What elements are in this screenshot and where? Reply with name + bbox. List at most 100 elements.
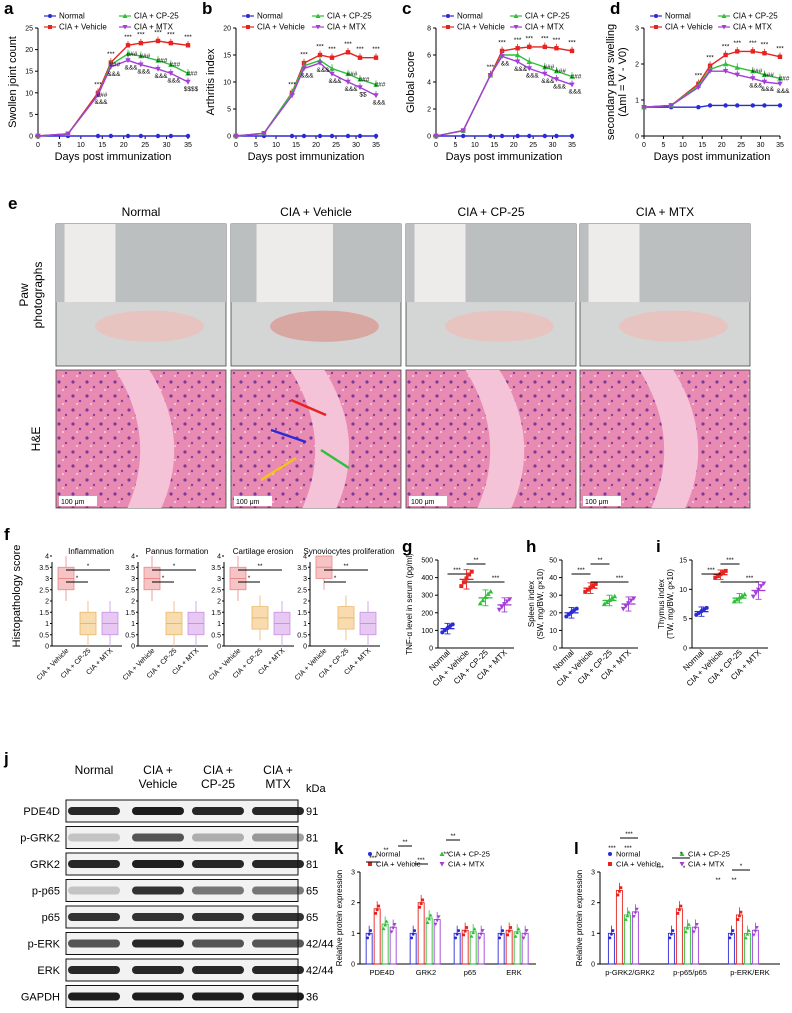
y-tick-label: 0 xyxy=(591,962,595,969)
sig-mark: * xyxy=(683,865,686,872)
data-point xyxy=(499,54,505,60)
blot-kda-label: 81 xyxy=(306,859,318,871)
data-point xyxy=(777,75,783,81)
legend-marker xyxy=(246,14,250,18)
data-point xyxy=(125,43,131,48)
data-point xyxy=(168,133,174,139)
data-point xyxy=(591,583,596,588)
data-point xyxy=(233,133,239,139)
x-category-label: PDE4D xyxy=(369,968,395,977)
y-axis-label: Global score xyxy=(405,51,417,113)
data-point xyxy=(457,929,461,932)
data-point xyxy=(707,103,713,108)
blot-protein-label: GAPDH xyxy=(21,992,60,1004)
x-tick-label: 30 xyxy=(757,142,765,149)
x-tick-label: 0 xyxy=(36,142,40,149)
sig-mark-amp: &&& xyxy=(372,100,386,107)
y-tick-label: 4 xyxy=(45,554,49,561)
data-point xyxy=(755,926,759,930)
y-tick-label: 0.5 xyxy=(211,632,221,639)
y-axis-label: secondary paw swelling xyxy=(605,24,617,140)
blot-row: p-GRK2 81 xyxy=(20,826,318,849)
panel-letter: e xyxy=(8,194,17,213)
data-point xyxy=(463,929,467,933)
data-point xyxy=(723,103,728,108)
sig-mark-amp: &&& xyxy=(107,71,121,78)
panel-e: e Normal 100 μm CIA + Vehicle 100 μm CIA + CP… xyxy=(8,194,751,509)
data-point xyxy=(125,51,131,57)
data-point xyxy=(472,927,477,931)
y-tick-label: 6 xyxy=(427,53,431,60)
data-point xyxy=(515,46,520,51)
sig-mark: *** xyxy=(608,845,616,852)
sig-mark: *** xyxy=(726,557,734,564)
y-tick-label: 0.5 xyxy=(39,632,49,639)
data-point xyxy=(619,886,623,890)
x-category-label: p65 xyxy=(464,968,477,977)
x-tick-label: 30 xyxy=(163,142,171,149)
data-point xyxy=(507,929,511,933)
sig-mark-amp: &&& xyxy=(167,77,181,84)
data-point xyxy=(373,93,379,99)
y-tick-label: 10 xyxy=(679,587,687,594)
blot-band xyxy=(68,807,120,815)
legend-label: CIA + CP-25 xyxy=(525,12,570,21)
y-tick-label: 3 xyxy=(217,576,221,583)
legend-label: Normal xyxy=(376,850,401,859)
data-point xyxy=(735,49,740,54)
data-point xyxy=(427,917,432,921)
blot-column-header: Normal xyxy=(75,763,114,777)
x-tick-label: 0 xyxy=(234,142,238,149)
legend-marker xyxy=(315,13,321,18)
y-tick-label: 1.5 xyxy=(297,610,307,617)
data-point xyxy=(289,93,295,99)
bar xyxy=(389,926,397,965)
panel-b: b 0 5 10 15 20 25 30 35 0 5 10 15 20 Days post immuniz… xyxy=(202,0,386,163)
data-point xyxy=(723,568,728,573)
data-point xyxy=(95,133,101,139)
data-point xyxy=(373,133,379,139)
blot-row: ERK 42/44 xyxy=(37,958,334,982)
data-point xyxy=(734,72,740,78)
sig-mark-amp: &&& xyxy=(568,89,582,96)
sig-mark: * xyxy=(248,575,251,582)
data-point xyxy=(750,594,756,600)
data-point xyxy=(616,893,620,897)
y-tick-label: 30 xyxy=(549,593,557,600)
panel-letter: d xyxy=(610,0,620,18)
data-point xyxy=(366,936,370,940)
panel-letter: c xyxy=(402,0,411,18)
sig-mark: *** xyxy=(616,575,624,582)
sig-mark: * xyxy=(173,563,176,570)
panel-letter: b xyxy=(202,0,212,18)
data-point xyxy=(65,131,71,137)
data-point xyxy=(155,66,161,72)
blot-band xyxy=(68,860,120,868)
legend-label: CIA + CP-25 xyxy=(134,12,179,21)
blot-band xyxy=(252,886,304,895)
legend-label: Normal xyxy=(457,12,483,21)
y-tick-label: 5 xyxy=(683,616,687,623)
data-point xyxy=(389,930,394,934)
data-point xyxy=(731,929,735,932)
data-point xyxy=(752,933,756,937)
y-tick-label: 0 xyxy=(351,962,355,969)
y-tick-label: 50 xyxy=(549,558,557,565)
sig-mark: *** xyxy=(94,81,102,88)
data-point xyxy=(301,66,307,72)
fur-shape xyxy=(414,224,466,303)
x-tick-label: 35 xyxy=(568,142,576,149)
data-point xyxy=(514,59,521,65)
data-point xyxy=(433,922,438,927)
sig-mark-amp: &&& xyxy=(137,69,151,76)
data-point xyxy=(623,604,629,609)
panel-letter: g xyxy=(402,537,412,556)
data-point xyxy=(721,570,726,575)
legend-label: CIA + CP-25 xyxy=(448,850,490,859)
legend-label: CIA + Vehicle xyxy=(376,860,421,869)
sig-mark: *** xyxy=(107,51,115,58)
sig-mark: *** xyxy=(288,81,296,88)
scale-box xyxy=(59,496,97,506)
